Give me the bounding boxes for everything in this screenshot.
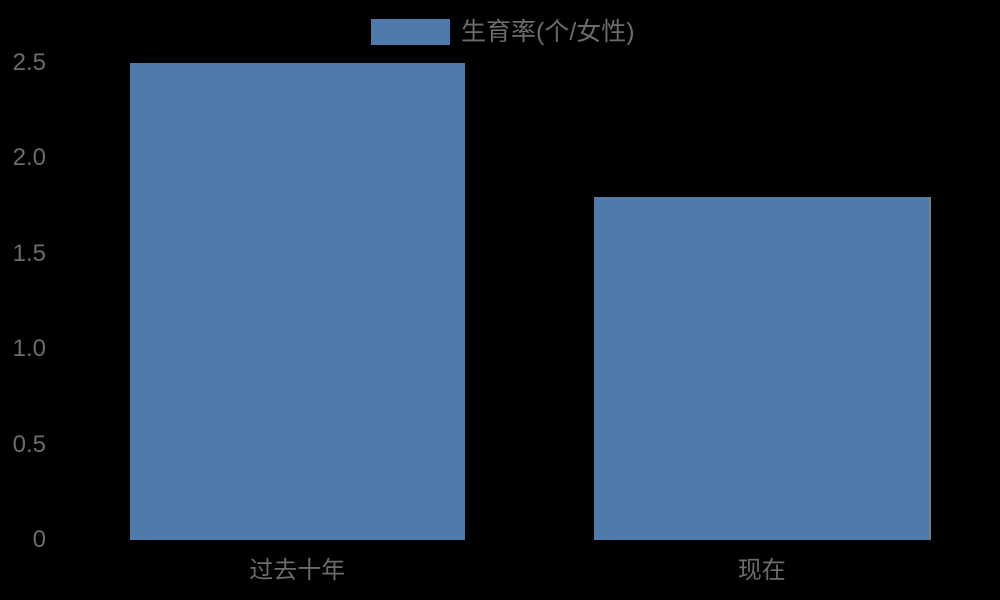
y-tick-label: 2.5 [12, 49, 46, 76]
x-tick-label: 现在 [737, 557, 786, 584]
y-tick-label: 1.5 [12, 239, 46, 267]
y-tick-label: 0 [32, 526, 46, 553]
legend: 生育率(个/女性) [371, 19, 635, 45]
bar-现在 [594, 196, 930, 540]
y-tick-label: 1.0 [12, 335, 46, 363]
x-tick-label: 过去十年 [249, 557, 346, 584]
bar-过去十年 [129, 63, 465, 540]
y-axis: 0 0.5 1.0 1.5 2.0 2.5 [0, 0, 46, 600]
y-tick-label: 2.0 [12, 144, 46, 172]
y-tick-label: 0.5 [12, 430, 46, 458]
legend-swatch-icon [371, 19, 450, 45]
plot-area [65, 63, 994, 540]
legend-label: 生育率(个/女性) [461, 18, 635, 46]
